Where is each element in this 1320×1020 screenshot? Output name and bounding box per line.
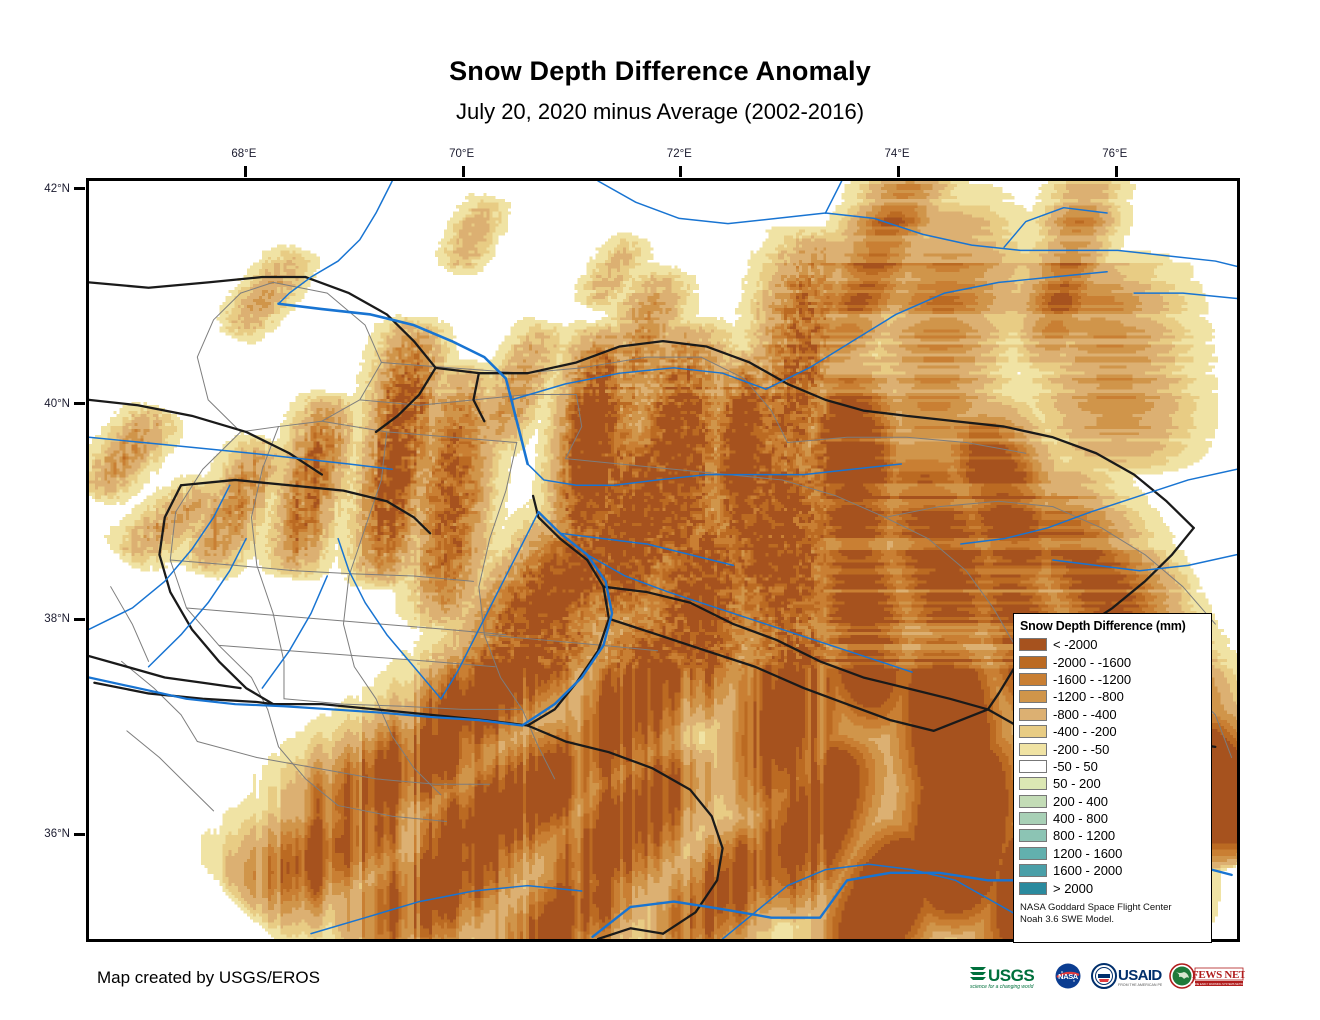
legend-row: -800 - -400 xyxy=(1019,706,1211,723)
legend-swatch xyxy=(1019,795,1047,808)
legend-swatch xyxy=(1019,760,1047,773)
page-title: Snow Depth Difference Anomaly xyxy=(0,56,1320,87)
legend-label: 50 - 200 xyxy=(1053,777,1101,790)
lat-tick xyxy=(74,187,85,190)
legend-row: 200 - 400 xyxy=(1019,793,1211,810)
legend-label: 800 - 1200 xyxy=(1053,829,1115,842)
agency-logo-row: USGS science for a changing world NASA U… xyxy=(968,958,1245,994)
legend-label: 1600 - 2000 xyxy=(1053,864,1122,877)
legend-swatch xyxy=(1019,656,1047,669)
legend-swatch xyxy=(1019,829,1047,842)
legend-swatch xyxy=(1019,743,1047,756)
legend-swatch xyxy=(1019,690,1047,703)
legend-label: -50 - 50 xyxy=(1053,760,1098,773)
legend-label: -200 - -50 xyxy=(1053,743,1109,756)
lon-tick-label: 76°E xyxy=(1102,148,1127,160)
legend-title: Snow Depth Difference (mm) xyxy=(1020,619,1211,633)
lon-tick xyxy=(462,166,465,177)
lon-tick xyxy=(679,166,682,177)
legend-label: 1200 - 1600 xyxy=(1053,847,1122,860)
map-credit: Map created by USGS/EROS xyxy=(97,968,320,988)
nasa-logo: NASA xyxy=(1053,961,1083,991)
svg-text:NASA: NASA xyxy=(1058,972,1079,981)
lon-tick-label: 72°E xyxy=(667,148,692,160)
legend-row: 50 - 200 xyxy=(1019,775,1211,792)
legend-swatch xyxy=(1019,708,1047,721)
legend-label: < -2000 xyxy=(1053,638,1097,651)
legend-row: 800 - 1200 xyxy=(1019,827,1211,844)
lat-tick-label: 42°N xyxy=(44,183,70,195)
lon-tick-label: 68°E xyxy=(231,148,256,160)
usaid-logo: USAID FROM THE AMERICAN PEOPLE xyxy=(1090,961,1162,991)
legend-swatch xyxy=(1019,725,1047,738)
lat-tick-label: 38°N xyxy=(44,613,70,625)
legend-swatch xyxy=(1019,847,1047,860)
legend-row: -50 - 50 xyxy=(1019,758,1211,775)
legend-label: -1600 - -1200 xyxy=(1053,673,1131,686)
legend-swatch xyxy=(1019,673,1047,686)
lon-tick xyxy=(244,166,247,177)
lon-tick xyxy=(897,166,900,177)
legend-row: 400 - 800 xyxy=(1019,810,1211,827)
svg-text:USAID: USAID xyxy=(1118,967,1162,984)
legend-label: 200 - 400 xyxy=(1053,795,1108,808)
legend-label: > 2000 xyxy=(1053,882,1093,895)
legend-swatch xyxy=(1019,812,1047,825)
lon-tick-label: 70°E xyxy=(449,148,474,160)
svg-text:science for a changing world: science for a changing world xyxy=(970,984,1034,990)
svg-text:FAMINE EARLY WARNING SYSTEMS N: FAMINE EARLY WARNING SYSTEMS NETWORK xyxy=(1190,982,1245,986)
svg-text:USGS: USGS xyxy=(988,966,1034,985)
legend-note-line2: Noah 3.6 SWE Model. xyxy=(1020,914,1211,926)
legend-row: > 2000 xyxy=(1019,879,1211,896)
page-subtitle: July 20, 2020 minus Average (2002-2016) xyxy=(0,99,1320,125)
legend-note-line1: NASA Goddard Space Flight Center xyxy=(1020,902,1211,914)
legend-swatch xyxy=(1019,638,1047,651)
lat-tick-label: 40°N xyxy=(44,398,70,410)
legend-class-list: < -2000 -2000 - -1600 -1600 - -1200 -1200 -… xyxy=(1019,636,1211,897)
lat-tick xyxy=(74,833,85,836)
legend-swatch xyxy=(1019,777,1047,790)
lon-tick-label: 74°E xyxy=(885,148,910,160)
svg-text:FEWS NET: FEWS NET xyxy=(1192,969,1245,981)
legend-label: -800 - -400 xyxy=(1053,708,1117,721)
legend-label: -2000 - -1600 xyxy=(1053,656,1131,669)
map-legend: Snow Depth Difference (mm) < -2000 -2000 … xyxy=(1013,613,1212,943)
svg-text:FROM THE AMERICAN PEOPLE: FROM THE AMERICAN PEOPLE xyxy=(1118,983,1162,987)
legend-row: < -2000 xyxy=(1019,636,1211,653)
legend-swatch xyxy=(1019,882,1047,895)
legend-row: 1200 - 1600 xyxy=(1019,845,1211,862)
lat-tick-label: 36°N xyxy=(44,828,70,840)
legend-row: -200 - -50 xyxy=(1019,740,1211,757)
lon-tick xyxy=(1115,166,1118,177)
fewsnet-logo: FEWS NET FAMINE EARLY WARNING SYSTEMS NE… xyxy=(1169,961,1245,991)
usgs-logo: USGS science for a changing world xyxy=(968,961,1046,991)
legend-row: -1200 - -800 xyxy=(1019,688,1211,705)
legend-row: 1600 - 2000 xyxy=(1019,862,1211,879)
legend-label: -1200 - -800 xyxy=(1053,690,1124,703)
legend-row: -2000 - -1600 xyxy=(1019,653,1211,670)
legend-row: -400 - -200 xyxy=(1019,723,1211,740)
lat-tick xyxy=(74,402,85,405)
legend-label: -400 - -200 xyxy=(1053,725,1117,738)
legend-row: -1600 - -1200 xyxy=(1019,671,1211,688)
legend-label: 400 - 800 xyxy=(1053,812,1108,825)
legend-source-note: NASA Goddard Space Flight Center Noah 3.… xyxy=(1020,902,1211,926)
legend-swatch xyxy=(1019,864,1047,877)
lat-tick xyxy=(74,618,85,621)
